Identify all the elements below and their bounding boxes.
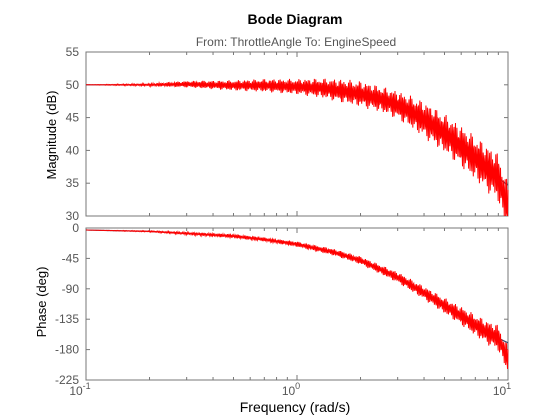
x-tick-label-base: 10 (493, 384, 507, 398)
magnitude-y-tick-label: 50 (66, 78, 80, 92)
magnitude-panel: 30 35 40 45 50 55 (66, 45, 509, 223)
phase-series-measured (86, 229, 509, 369)
phase-series-model (85, 229, 509, 344)
x-tick-label: 10-1 (69, 381, 90, 398)
x-tick-label-exponent: 0 (295, 381, 300, 391)
phase-y-tick-label: -225 (55, 373, 79, 387)
x-tick-label: 100 (282, 381, 300, 398)
magnitude-series-measured (85, 78, 509, 217)
x-tick-label-base: 10 (282, 384, 296, 398)
chart-title: Bode Diagram (248, 11, 343, 27)
phase-y-tick-label: -135 (55, 312, 79, 326)
magnitude-y-tick-label: 35 (66, 176, 80, 190)
phase-panel: -225 -180 -135 -90 -45 0 (55, 221, 509, 387)
chart-subtitle: From: ThrottleAngle To: EngineSpeed (196, 35, 396, 49)
x-axis-label: Frequency (rad/s) (240, 399, 350, 415)
x-tick-label-base: 10 (69, 384, 83, 398)
magnitude-y-tick-label: 40 (66, 143, 80, 157)
magnitude-y-tick-label: 45 (66, 111, 80, 125)
phase-y-tick-label: -45 (62, 251, 80, 265)
phase-axis-label: Phase (deg) (34, 267, 49, 338)
x-tick-label-exponent: 1 (506, 381, 511, 391)
x-tick-labels: 10-1 100 101 (69, 381, 511, 398)
magnitude-axis-label: Magnitude (dB) (44, 91, 59, 180)
x-tick-label: 101 (493, 381, 511, 398)
phase-y-tick-label: 0 (72, 221, 79, 235)
magnitude-y-tick-label: 55 (66, 45, 80, 59)
phase-y-tick-label: -180 (55, 343, 79, 357)
magnitude-y-tick-label: 30 (66, 209, 80, 223)
x-tick-label-exponent: -1 (83, 381, 91, 391)
phase-y-tick-label: -90 (62, 282, 80, 296)
